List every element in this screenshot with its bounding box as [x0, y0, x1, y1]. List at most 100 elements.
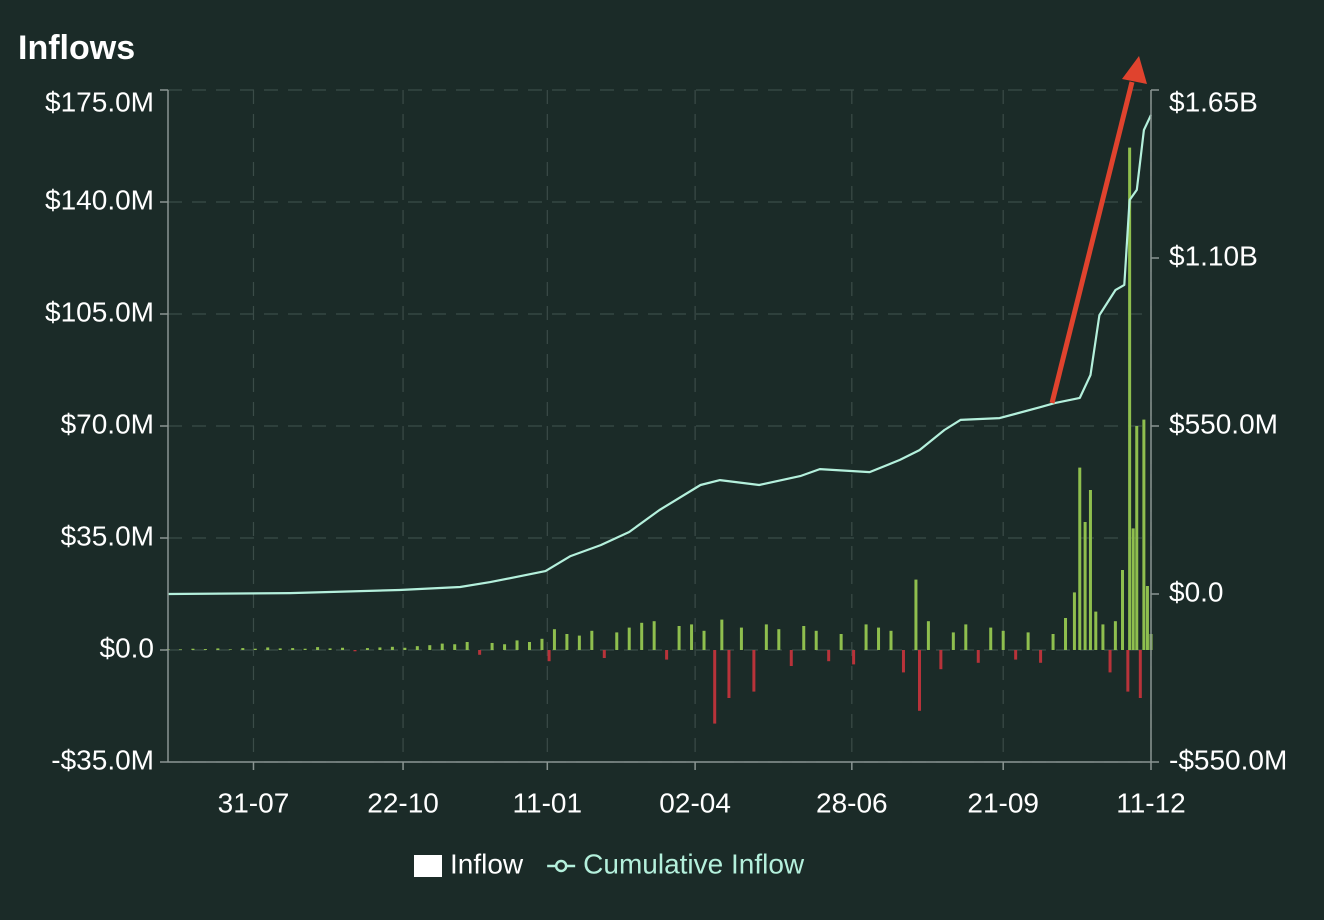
x-tick-label: 22-10 [367, 787, 439, 818]
legend-swatch [414, 855, 442, 877]
bar [1108, 650, 1112, 673]
arrow-shaft [1049, 81, 1135, 404]
bar [316, 647, 320, 650]
x-tick-label: 11-01 [513, 787, 583, 818]
bar [178, 649, 182, 650]
bar [1078, 467, 1082, 650]
bar [690, 624, 694, 650]
bar [266, 647, 270, 650]
bar [1088, 490, 1092, 650]
bar [1113, 621, 1117, 650]
bar [677, 626, 681, 650]
x-tick-label: 21-09 [967, 787, 1039, 818]
y2-tick-label: $1.65B [1169, 86, 1258, 117]
bar [951, 632, 955, 650]
bar [253, 648, 257, 650]
bar [503, 644, 507, 650]
bar [789, 650, 793, 666]
y-tick-label: $35.0M [61, 520, 154, 551]
bar [390, 646, 394, 650]
y2-tick-label: $0.0 [1169, 576, 1224, 607]
bar [453, 644, 457, 650]
y2-tick-label: $550.0M [1169, 408, 1278, 439]
bar [540, 638, 544, 650]
bar [615, 632, 619, 650]
line [167, 114, 1152, 596]
bar [552, 629, 556, 650]
bar [852, 650, 856, 665]
bar [303, 648, 307, 650]
bar [917, 650, 921, 711]
bar [802, 626, 806, 650]
bar [827, 650, 831, 662]
bar [278, 648, 282, 650]
bar [1001, 630, 1005, 650]
chart-title: Inflows [18, 29, 135, 67]
bar [1014, 650, 1018, 660]
grid [168, 89, 1152, 763]
bar [1131, 528, 1135, 650]
y-tick-label: $70.0M [61, 408, 154, 439]
bar [291, 648, 295, 650]
bar [1039, 650, 1043, 663]
bar [241, 648, 245, 650]
bar [1026, 632, 1030, 650]
bar [889, 630, 893, 650]
y-tick-label: $175.0M [45, 86, 154, 117]
bar [976, 650, 980, 663]
bar [328, 648, 332, 650]
bar [478, 650, 482, 655]
y2-tick-label: $1.10B [1169, 240, 1258, 271]
bar [228, 649, 232, 650]
y-tick-label: -$35.0M [51, 744, 154, 775]
bar [577, 635, 581, 650]
y-tick-label: $140.0M [45, 184, 154, 215]
bar [1094, 611, 1098, 650]
bar [627, 627, 631, 650]
bar [764, 624, 768, 650]
bar [415, 646, 419, 650]
bar [547, 650, 551, 662]
bar [1083, 522, 1087, 650]
bar [1138, 650, 1142, 698]
bar [403, 647, 407, 650]
bar [839, 634, 843, 650]
bar [1101, 624, 1105, 650]
bar [1135, 426, 1139, 650]
bar [640, 622, 644, 650]
y2-tick-label: -$550.0M [1169, 744, 1287, 775]
legend-label: Cumulative Inflow [583, 848, 805, 879]
bar [939, 650, 943, 670]
bar [353, 650, 357, 652]
x-tick-label: 11-12 [1116, 787, 1186, 818]
bar [713, 650, 717, 724]
bar [877, 627, 881, 650]
bar [216, 648, 220, 650]
x-tick-label: 31-07 [218, 787, 290, 818]
x-tick-label: 02-04 [659, 787, 731, 818]
arrow-head [1122, 56, 1147, 84]
bar [191, 648, 195, 650]
bar [702, 630, 706, 650]
legend-swatch-dot [554, 859, 568, 873]
bar [739, 627, 743, 650]
bar [378, 647, 382, 650]
bar [1064, 618, 1068, 650]
bar [203, 649, 207, 650]
bar [1142, 419, 1146, 650]
y-tick-label: $0.0 [100, 632, 155, 663]
bar [901, 650, 905, 673]
bar [365, 648, 369, 650]
bar [1145, 586, 1149, 650]
bar [565, 634, 569, 650]
bar [652, 621, 656, 650]
y-tick-label: $105.0M [45, 296, 154, 327]
bar [864, 624, 868, 650]
x-tick-label: 28-06 [816, 787, 888, 818]
bar [490, 642, 494, 650]
bar [428, 645, 432, 650]
bar [914, 579, 918, 650]
annotation-arrow [1049, 56, 1147, 404]
bar [720, 619, 724, 650]
